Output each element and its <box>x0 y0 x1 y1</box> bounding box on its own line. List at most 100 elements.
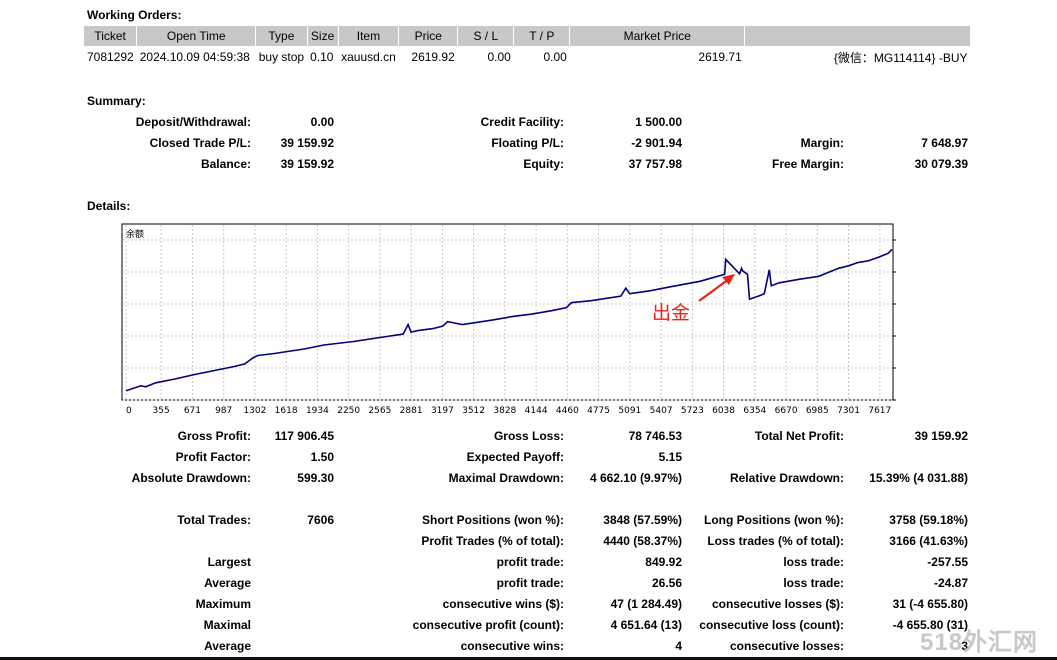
x-axis: 0 355 671 987 1302 1618 1934 2250 2565 2881 3197 35… <box>126 406 891 416</box>
profit-factor-label: Profit Factor: <box>175 450 251 464</box>
col-item: Item <box>338 26 400 46</box>
orders-header-row: Ticket Open Time Type Size Item Price S … <box>84 26 971 46</box>
average2-label: Average <box>204 639 251 653</box>
maximal-label: Maximal <box>203 618 251 632</box>
average-profit-label: profit trade: <box>496 576 564 590</box>
order-type: buy stop <box>258 50 305 64</box>
profit-factor-value: 1.50 <box>310 450 334 464</box>
short-positions-label: Short Positions (won %): <box>422 513 564 527</box>
x-tick-label: 1618 <box>275 406 298 416</box>
x-tick-label: 2565 <box>368 406 391 416</box>
loss-trades-value: 3166 (41.63%) <box>889 534 968 548</box>
x-tick-label: 5091 <box>618 406 641 416</box>
margin-label: Margin: <box>800 136 844 150</box>
x-tick-label: 5407 <box>650 406 673 416</box>
x-tick-label: 3512 <box>462 406 485 416</box>
col-market-price: Market Price <box>569 26 746 46</box>
working-orders-table: Ticket Open Time Type Size Item Price S … <box>84 26 971 68</box>
expected-payoff-value: 5.15 <box>658 450 682 464</box>
largest-label: Largest <box>207 555 251 569</box>
x-tick-label: 3197 <box>431 406 454 416</box>
order-price: 2619.92 <box>411 50 455 64</box>
watermark-logo: 518外汇网 <box>920 629 1039 656</box>
average-profit-value: 26.56 <box>651 576 682 590</box>
maximal-consec-loss-value: -4 655.80 (31) <box>892 618 968 632</box>
floating-pl-label: Floating P/L: <box>491 136 564 150</box>
equity-label: Equity: <box>523 157 564 171</box>
annotation-arrow-head <box>722 274 735 285</box>
largest-loss-value: -257.55 <box>927 555 968 569</box>
credit-facility-value: 1 500.00 <box>635 115 682 129</box>
x-tick-label: 4144 <box>525 406 548 416</box>
credit-facility-label: Credit Facility: <box>480 115 564 129</box>
maximal-consec-loss-label: consecutive loss (count): <box>699 618 844 632</box>
order-market-price: 2619.71 <box>698 50 742 64</box>
relative-drawdown-value: 15.39% (4 031.88) <box>869 471 968 485</box>
x-tick-label: 987 <box>215 406 232 416</box>
total-trades-value: 7606 <box>307 513 334 527</box>
table-row: 7081292 2024.10.09 04:59:38 buy stop 0.1… <box>84 46 971 68</box>
col-open-time: Open Time <box>136 26 257 46</box>
maximal-consec-profit-label: consecutive profit (count): <box>412 618 564 632</box>
col-size: Size <box>307 26 339 46</box>
col-ticket: Ticket <box>84 26 138 46</box>
x-tick-label: 1934 <box>306 406 329 416</box>
x-tick-label: 1302 <box>243 406 266 416</box>
max-consec-losses-label: consecutive losses ($): <box>711 597 844 611</box>
y-axis: 41491350632863622209157829355 <box>893 239 896 401</box>
order-size: 0.10 <box>310 50 334 64</box>
long-positions-label: Long Positions (won %): <box>704 513 844 527</box>
x-tick-label: 7301 <box>837 406 860 416</box>
chart-annotation: 出金 <box>652 302 690 324</box>
closed-trade-pl-label: Closed Trade P/L: <box>149 136 251 150</box>
x-tick-label: 2250 <box>337 406 360 416</box>
gross-profit-label: Gross Profit: <box>177 429 251 443</box>
maximum-label: Maximum <box>195 597 251 611</box>
window-bottom-border <box>0 657 1057 660</box>
average-label: Average <box>204 576 251 590</box>
col-type: Type <box>255 26 308 46</box>
annotation-arrow-line <box>698 278 730 302</box>
average-loss-label: loss trade: <box>783 576 844 590</box>
col-tp: T / P <box>513 26 571 46</box>
balance-series-line <box>125 248 893 392</box>
order-comment: {微信：MG114114} -BUY <box>833 50 968 65</box>
expected-payoff-label: Expected Payoff: <box>466 450 564 464</box>
largest-profit-label: profit trade: <box>496 555 564 569</box>
maximal-drawdown-value: 4 662.10 (9.97%) <box>589 471 682 485</box>
order-sl: 0.00 <box>487 50 511 64</box>
x-tick-label: 6985 <box>806 406 829 416</box>
avg-consec-losses-label: consecutive losses: <box>729 639 844 653</box>
gross-loss-value: 78 746.53 <box>628 429 682 443</box>
loss-trades-label: Loss trades (% of total): <box>707 534 844 548</box>
absolute-drawdown-label: Absolute Drawdown: <box>131 471 251 485</box>
balance-label: Balance: <box>200 157 251 171</box>
x-tick-label: 5723 <box>681 406 704 416</box>
gross-loss-label: Gross Loss: <box>493 429 564 443</box>
max-consec-wins-value: 47 (1 284.49) <box>610 597 682 611</box>
x-tick-label: 4775 <box>587 406 610 416</box>
avg-consec-losses-value: 3 <box>961 639 968 653</box>
profit-trades-label: Profit Trades (% of total): <box>421 534 564 548</box>
long-positions-value: 3758 (59.18%) <box>889 513 968 527</box>
deposit-withdrawal-value: 0.00 <box>310 115 334 129</box>
total-net-profit-value: 39 159.92 <box>914 429 968 443</box>
balance-chart: 41491350632863622209157829355 0 355 671 987… <box>121 223 896 416</box>
profit-trades-value: 4440 (58.37%) <box>603 534 682 548</box>
free-margin-value: 30 079.39 <box>914 157 968 171</box>
details-title: Details: <box>87 199 131 213</box>
absolute-drawdown-value: 599.30 <box>297 471 334 485</box>
relative-drawdown-label: Relative Drawdown: <box>729 471 844 485</box>
maximal-drawdown-label: Maximal Drawdown: <box>448 471 564 485</box>
x-tick-label: 2881 <box>400 406 423 416</box>
x-tick-label: 6670 <box>775 406 798 416</box>
order-open-time: 2024.10.09 04:59:38 <box>139 50 250 64</box>
x-tick-label: 7617 <box>868 406 891 416</box>
chart-grid <box>123 225 892 401</box>
deposit-withdrawal-label: Deposit/Withdrawal: <box>135 115 251 129</box>
largest-loss-label: loss trade: <box>783 555 844 569</box>
average-loss-value: -24.87 <box>933 576 968 590</box>
chart-title: 余额 <box>126 228 144 240</box>
order-tp: 0.00 <box>543 50 567 64</box>
total-net-profit-label: Total Net Profit: <box>754 429 844 443</box>
